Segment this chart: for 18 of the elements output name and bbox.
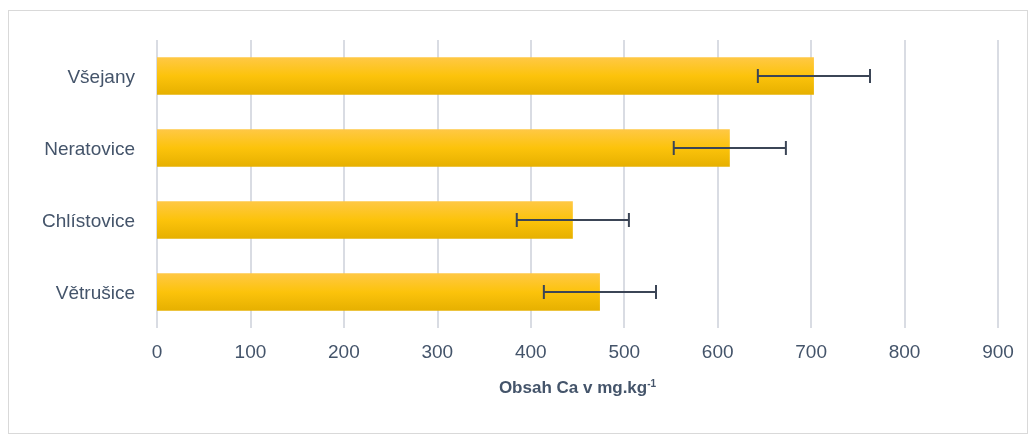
- bar: [157, 201, 573, 239]
- x-tick-label: 100: [234, 341, 267, 362]
- x-tick-label: 800: [888, 341, 921, 362]
- y-tick-label: Větrušice: [55, 281, 135, 303]
- bar: [157, 129, 730, 167]
- x-tick-label: 600: [701, 341, 734, 362]
- x-tick-label: 400: [514, 341, 547, 362]
- bar: [157, 273, 600, 311]
- x-tick-label: 0: [151, 341, 163, 362]
- y-tick-label: Všejany: [67, 65, 136, 87]
- x-tick-label: 700: [795, 341, 827, 362]
- y-tick-label: Neratovice: [44, 137, 135, 159]
- x-tick-label: 900: [982, 341, 1014, 362]
- x-tick-label: 500: [608, 341, 641, 362]
- y-tick-label: Chlístovice: [42, 209, 135, 231]
- x-tick-label: 200: [328, 341, 360, 362]
- x-tick-label: 300: [421, 341, 454, 362]
- bar: [157, 57, 814, 95]
